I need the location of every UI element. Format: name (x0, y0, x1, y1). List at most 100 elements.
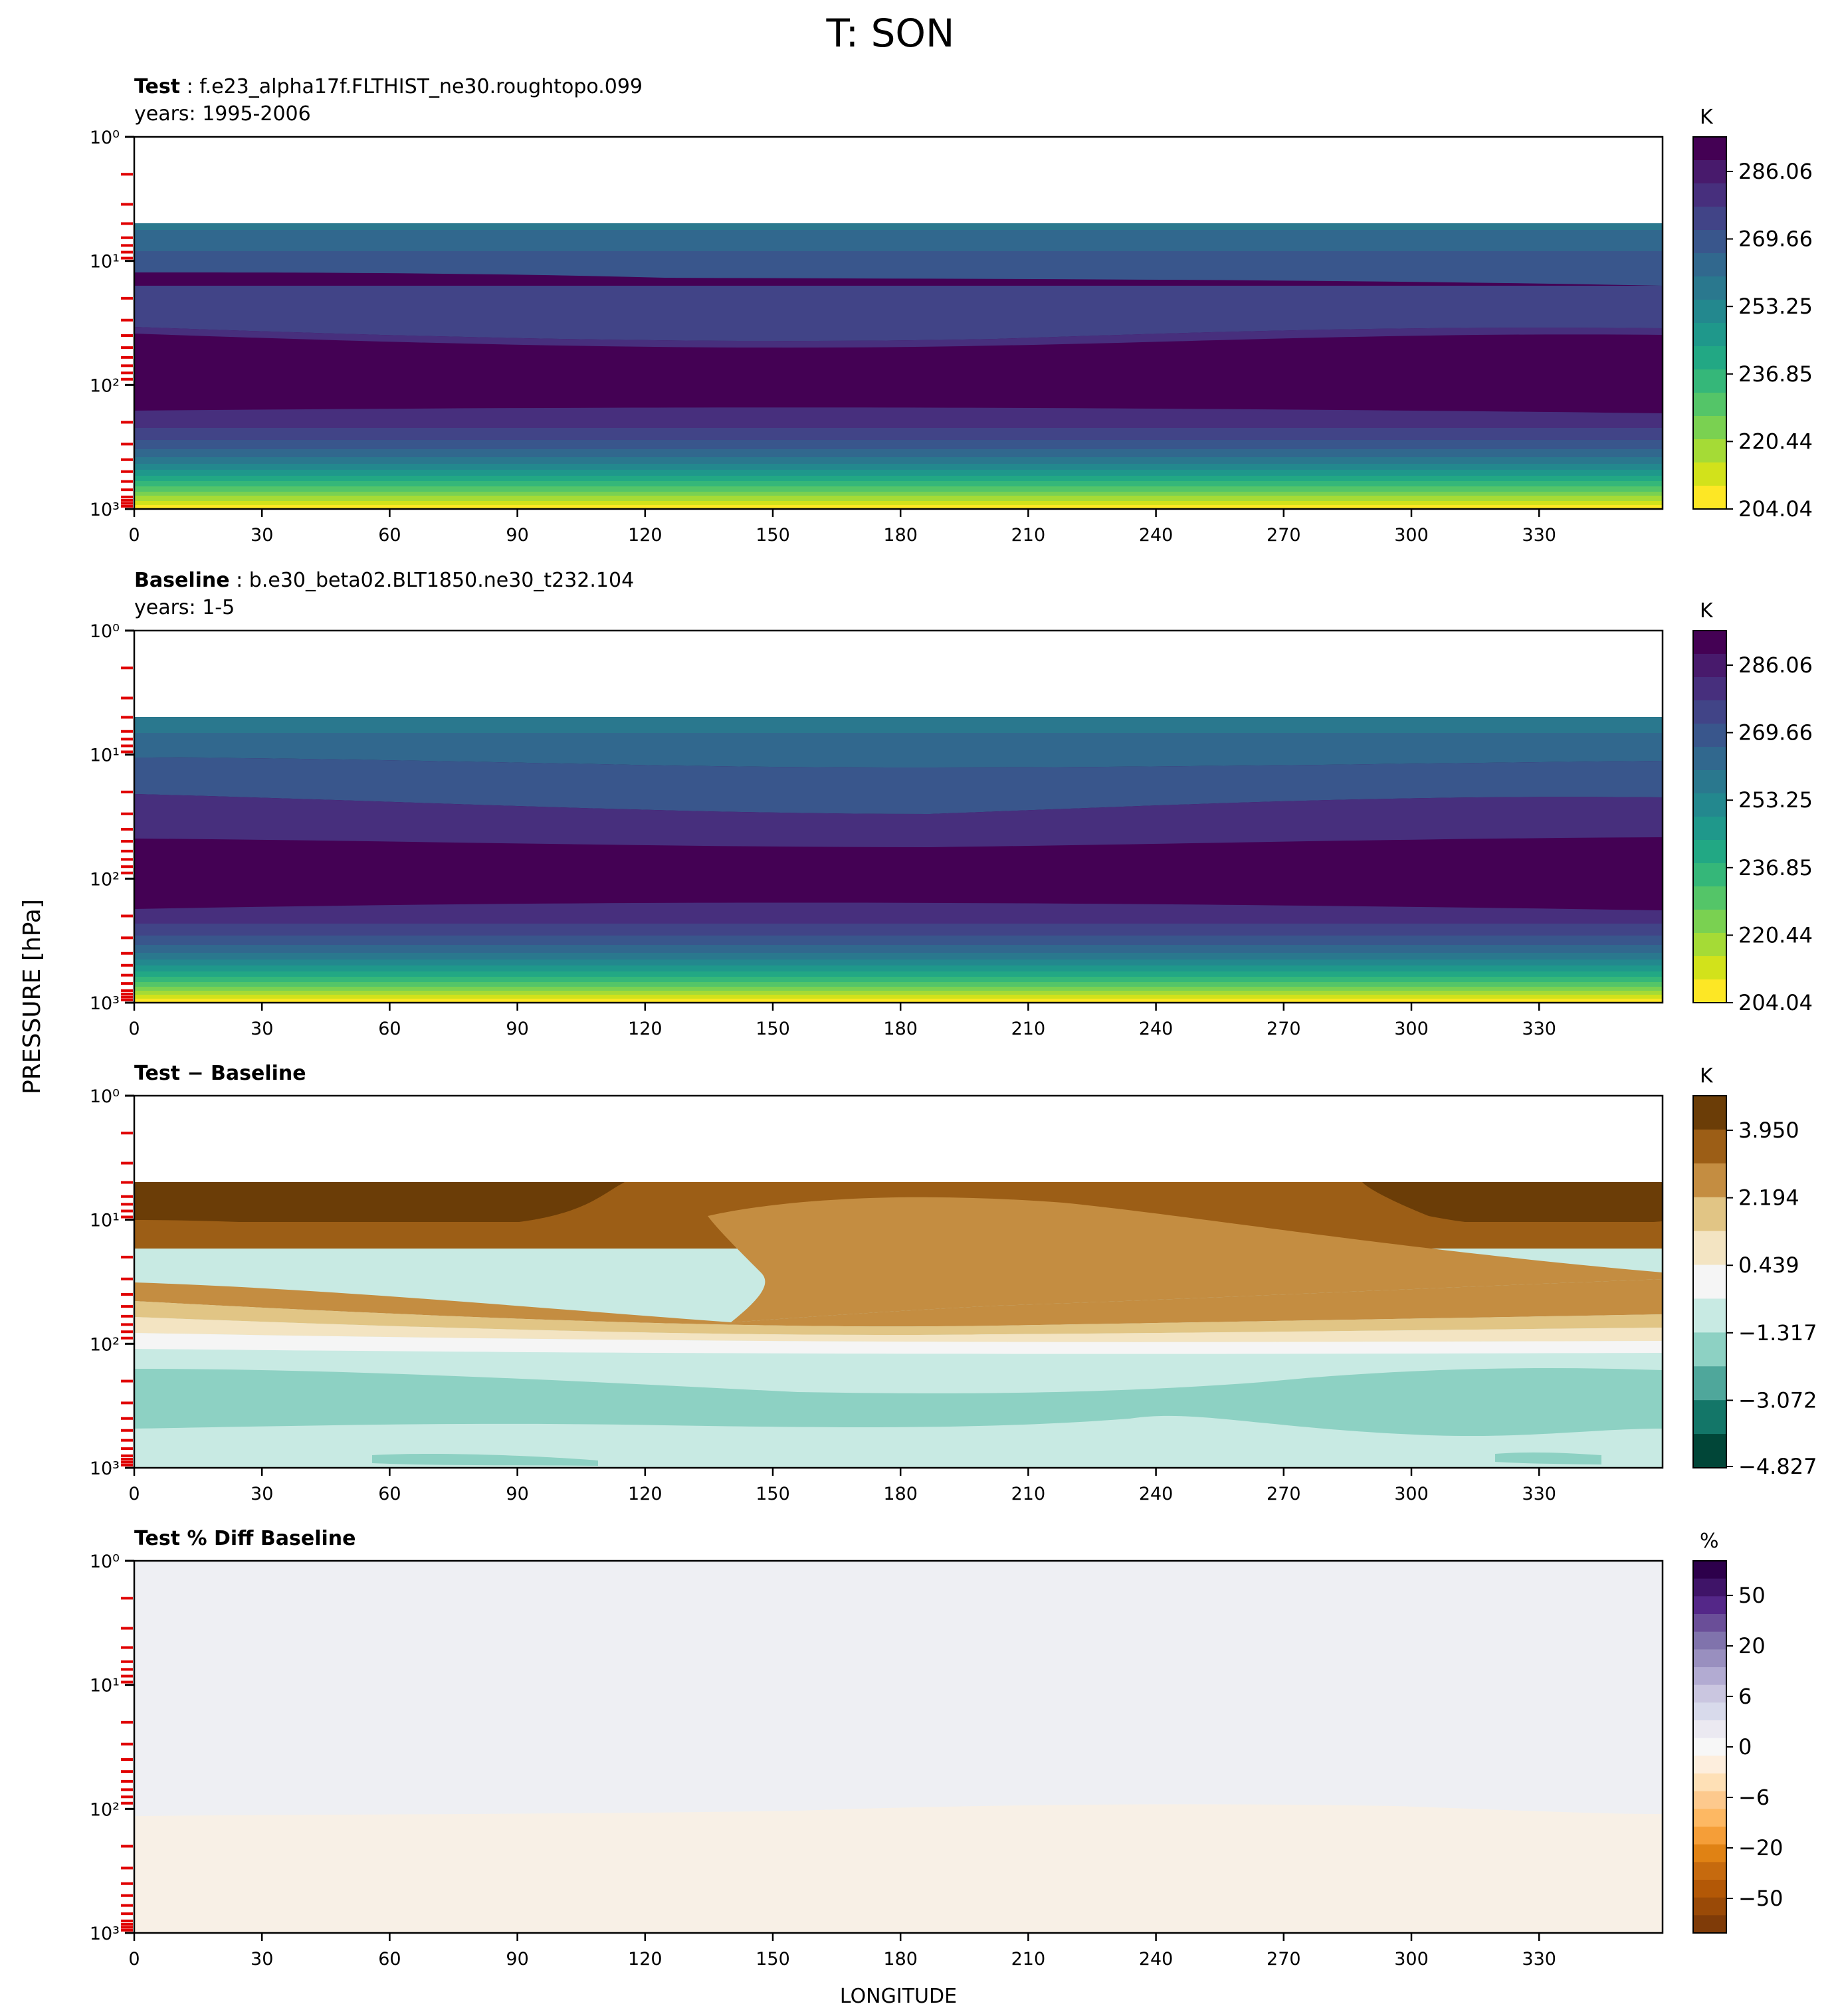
panel-baseline-title-rest: : b.e30_beta02.BLT1850.ne30_t232.104 (236, 569, 634, 592)
pctdiff-x-tick-label: 30 (251, 1949, 273, 1969)
diff-colorbar-segment (1693, 1163, 1726, 1198)
test-x-tick-label: 90 (506, 525, 528, 546)
test-x-tick-label: 210 (1011, 525, 1046, 546)
test-y-tick-label: 10¹ (90, 252, 120, 272)
panel-baseline: Baseline : b.e30_beta02.BLT1850.ne30_t23… (90, 569, 1813, 1039)
baseline-x-tick-label: 180 (883, 1019, 918, 1039)
pctdiff-colorbar-segment (1693, 1720, 1726, 1739)
y-axis-label: PRESSURE [hPa] (19, 899, 46, 1094)
pctdiff-axes-frame (133, 1560, 1664, 1934)
diff-colorbar-tick-label: −3.072 (1738, 1387, 1817, 1413)
pctdiff-colorbar-segment (1693, 1880, 1726, 1898)
test-x-tick-label: 330 (1522, 525, 1556, 546)
diff-colorbar-segment (1693, 1129, 1726, 1164)
panel-pctdiff-colorbar: % 50 20 6 0 −6 −20 −50 (1692, 1530, 1784, 1934)
baseline-colorbar-segment (1693, 840, 1726, 864)
test-x-tick-label: 270 (1267, 525, 1301, 546)
test-y-tick-label: 10⁰ (90, 128, 120, 148)
panel-baseline-axes: 0 30 60 90 120 150 180 210 240 270 300 330 10⁰ 10¹ 10²… (90, 621, 1664, 1039)
test-x-tick-label: 120 (628, 525, 663, 546)
panel-test-axes: 0 30 60 90 120 150 180 210 240 270 300 330 10⁰ 10¹ 10²… (90, 128, 1664, 546)
diff-colorbar-unit: K (1700, 1064, 1714, 1088)
pctdiff-colorbar-segment (1693, 1791, 1726, 1809)
test-colorbar-tick-label: 220.44 (1738, 429, 1813, 454)
baseline-y-tick-label: 10¹ (90, 746, 120, 766)
diff-x-tick-label: 330 (1522, 1484, 1556, 1504)
baseline-colorbar-tick-label: 286.06 (1738, 653, 1813, 678)
baseline-colorbar-segment (1693, 793, 1726, 817)
diff-axes-frame (133, 1094, 1664, 1469)
baseline-colorbar-segment (1693, 933, 1726, 957)
diff-colorbar-segment (1693, 1366, 1726, 1401)
baseline-colorbar-segment (1693, 700, 1726, 724)
panel-test-subtitle: years: 1995-2006 (134, 102, 311, 126)
baseline-colorbar-segment (1693, 979, 1726, 1003)
diff-colorbar-tick-label: 3.950 (1738, 1118, 1799, 1143)
diff-colorbar-tick-label: −4.827 (1738, 1454, 1817, 1479)
pctdiff-colorbar-segment (1693, 1596, 1726, 1615)
panel-pctdiff-title: Test % Diff Baseline (134, 1527, 356, 1550)
baseline-colorbar-tick-label: 269.66 (1738, 720, 1813, 746)
test-x-tick-label: 0 (128, 525, 140, 546)
pctdiff-colorbar-segment (1693, 1614, 1726, 1633)
baseline-x-tick-label: 120 (628, 1019, 663, 1039)
pctdiff-colorbar-segment (1693, 1702, 1726, 1721)
pctdiff-y-tick-label: 10³ (90, 1924, 120, 1944)
baseline-x-tick-label: 210 (1011, 1019, 1046, 1039)
diff-x-tick-label: 240 (1139, 1484, 1173, 1504)
baseline-x-tick-label: 60 (378, 1019, 401, 1039)
test-x-tick-label: 60 (378, 525, 401, 546)
panel-baseline-title-bold: Baseline (134, 569, 230, 592)
pctdiff-colorbar-tick-label: 20 (1738, 1633, 1766, 1659)
baseline-colorbar-segment (1693, 654, 1726, 678)
pctdiff-x-tick-label: 120 (628, 1949, 663, 1969)
panel-baseline-subtitle: years: 1-5 (134, 596, 235, 619)
baseline-x-tick-label: 300 (1394, 1019, 1429, 1039)
baseline-x-tick-label: 30 (251, 1019, 273, 1039)
pctdiff-colorbar-segment (1693, 1684, 1726, 1703)
panel-test-title-bold: Test (134, 75, 180, 98)
pctdiff-colorbar-segment (1693, 1649, 1726, 1668)
panel-test-field (134, 137, 1663, 509)
baseline-axes-frame (133, 629, 1664, 1004)
test-x-tick-label: 240 (1139, 525, 1173, 546)
diff-colorbar-segment (1693, 1332, 1726, 1367)
test-colorbar-segment (1693, 346, 1726, 370)
test-colorbar-segment (1693, 253, 1726, 277)
baseline-y-tick-label: 10⁰ (90, 621, 120, 642)
panel-pctdiff: Test % Diff Baseline 0 30 60 90 120 150 180 210… (90, 1527, 1784, 1969)
pctdiff-colorbar-unit: % (1700, 1530, 1719, 1553)
baseline-colorbar-segment (1693, 677, 1726, 701)
test-colorbar-segment (1693, 323, 1726, 347)
diff-colorbar-segment (1693, 1298, 1726, 1333)
baseline-colorbar-tick-label: 236.85 (1738, 855, 1813, 880)
panel-baseline-colorbar: K 286.06 269.66 253.25 236.85 220.44 204.04 (1692, 599, 1813, 1015)
panel-pctdiff-axes: 0 30 60 90 120 150 180 210 240 270 300 330 10⁰ 10¹ 10²… (90, 1552, 1664, 1969)
test-colorbar-segment (1693, 393, 1726, 417)
diff-x-tick-label: 0 (128, 1484, 140, 1504)
diff-colorbar-segment (1693, 1231, 1726, 1266)
test-x-tick-label: 30 (251, 525, 273, 546)
test-colorbar-segment (1693, 230, 1726, 254)
baseline-x-tick-label: 150 (756, 1019, 790, 1039)
panel-baseline-title: Baseline : b.e30_beta02.BLT1850.ne30_t23… (134, 569, 634, 592)
pctdiff-colorbar-segment (1693, 1756, 1726, 1774)
pctdiff-x-tick-label: 90 (506, 1949, 528, 1969)
pctdiff-x-tick-label: 300 (1394, 1949, 1429, 1969)
test-x-tick-label: 180 (883, 525, 918, 546)
baseline-colorbar-frame (1692, 630, 1727, 1003)
test-colorbar-segment (1693, 416, 1726, 440)
baseline-x-tick-label: 0 (128, 1019, 140, 1039)
baseline-colorbar-tick-label: 204.04 (1738, 990, 1813, 1015)
panel-diff-title: Test − Baseline (134, 1062, 306, 1085)
baseline-colorbar-segment (1693, 770, 1726, 794)
diff-colorbar-tick-label: −1.317 (1738, 1320, 1817, 1346)
baseline-colorbar-segment (1693, 886, 1726, 910)
test-colorbar-segment (1693, 486, 1726, 510)
diff-y-tick-label: 10² (90, 1334, 120, 1355)
pctdiff-colorbar-tick-label: 6 (1738, 1684, 1752, 1709)
pctdiff-y-tick-label: 10⁰ (90, 1552, 120, 1572)
diff-x-tick-label: 90 (506, 1484, 528, 1504)
panel-diff-field (134, 1096, 1663, 1468)
